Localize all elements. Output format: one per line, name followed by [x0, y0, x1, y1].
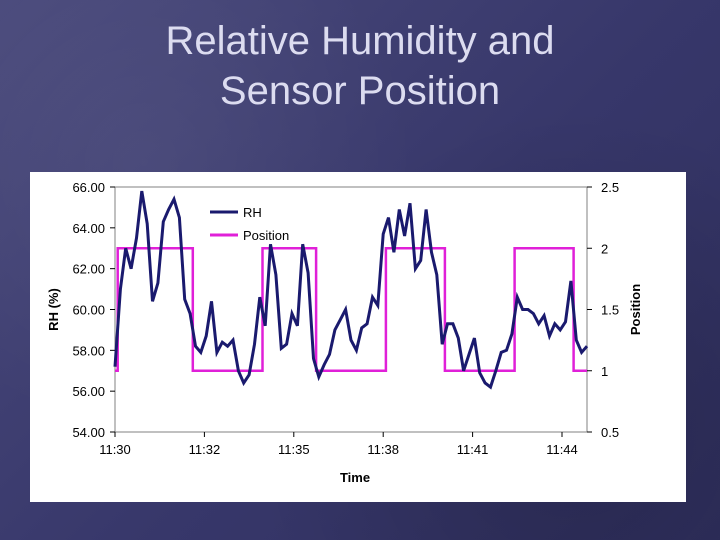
chart-panel: 54.00 56.00 58.00 60.00 62.00 64.00 66.00 0.5 1…: [30, 172, 686, 502]
y-tick-label: 56.00: [72, 384, 105, 399]
x-axis-title: Time: [340, 470, 370, 485]
y-tick-label: 66.00: [72, 180, 105, 195]
x-tick-label: 11:41: [457, 442, 489, 457]
legend-label-position: Position: [243, 228, 289, 243]
y2-tick-label: 1: [601, 364, 608, 379]
y2-tick-label: 0.5: [601, 425, 619, 440]
x-tick-label: 11:38: [367, 442, 399, 457]
x-tick-label: 11:32: [189, 442, 221, 457]
slide-title: Relative Humidity and Sensor Position: [0, 16, 720, 116]
legend-label-rh: RH: [243, 205, 262, 220]
y2-tick-label: 2.5: [601, 180, 619, 195]
y-tick-label: 62.00: [72, 262, 105, 277]
y2-tick-label: 1.5: [601, 303, 619, 318]
x-tick-label: 11:44: [546, 442, 578, 457]
x-tick-label: 11:35: [278, 442, 310, 457]
slide-title-line-1: Relative Humidity and: [165, 19, 555, 63]
slide-title-line-2: Sensor Position: [219, 69, 501, 113]
y-tick-label: 54.00: [72, 425, 105, 440]
y-axis-title: RH (%): [46, 288, 61, 331]
x-tick-label: 11:30: [99, 442, 131, 457]
y2-axis-title: Position: [628, 284, 643, 335]
series-line-position: [115, 247, 587, 373]
y-tick-label: 58.00: [72, 343, 105, 358]
series-line-rh: [113, 190, 589, 390]
legend: RH Position: [210, 205, 289, 243]
y2-tick-label: 2: [601, 241, 608, 256]
y-tick-label: 64.00: [72, 221, 105, 236]
y-tick-label: 60.00: [72, 303, 105, 318]
rh-position-chart: 54.00 56.00 58.00 60.00 62.00 64.00 66.00 0.5 1…: [46, 180, 643, 485]
